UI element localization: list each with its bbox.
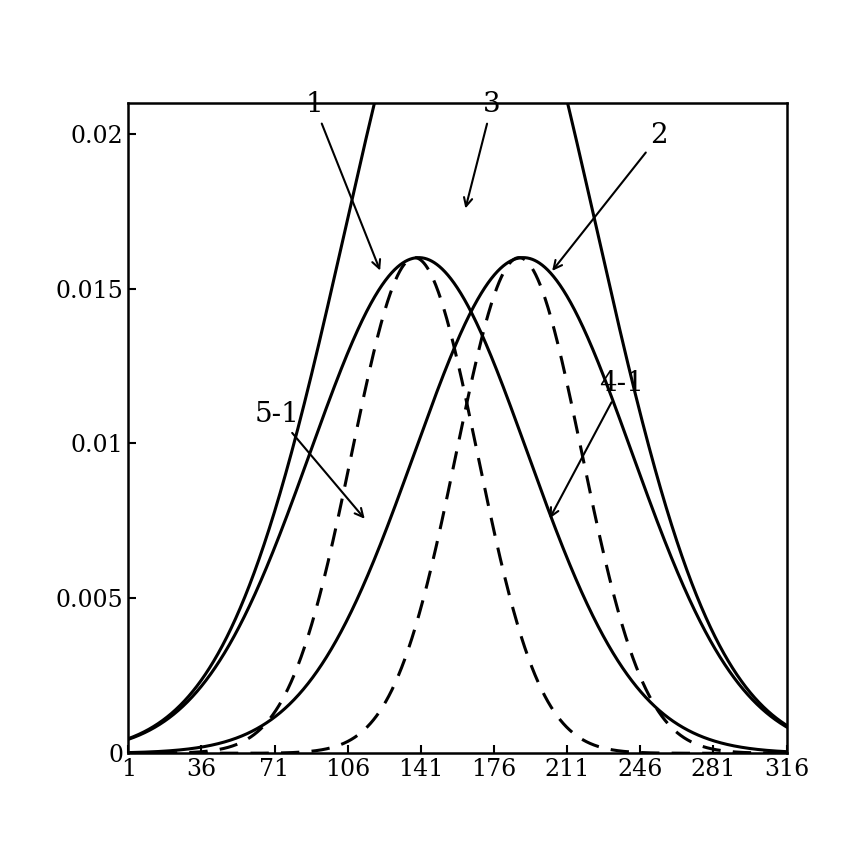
- Text: 3: 3: [464, 92, 501, 206]
- Text: 4-1: 4-1: [551, 370, 644, 516]
- Text: 1: 1: [305, 92, 380, 269]
- Text: 5-1: 5-1: [254, 401, 363, 517]
- Text: 2: 2: [553, 122, 668, 269]
